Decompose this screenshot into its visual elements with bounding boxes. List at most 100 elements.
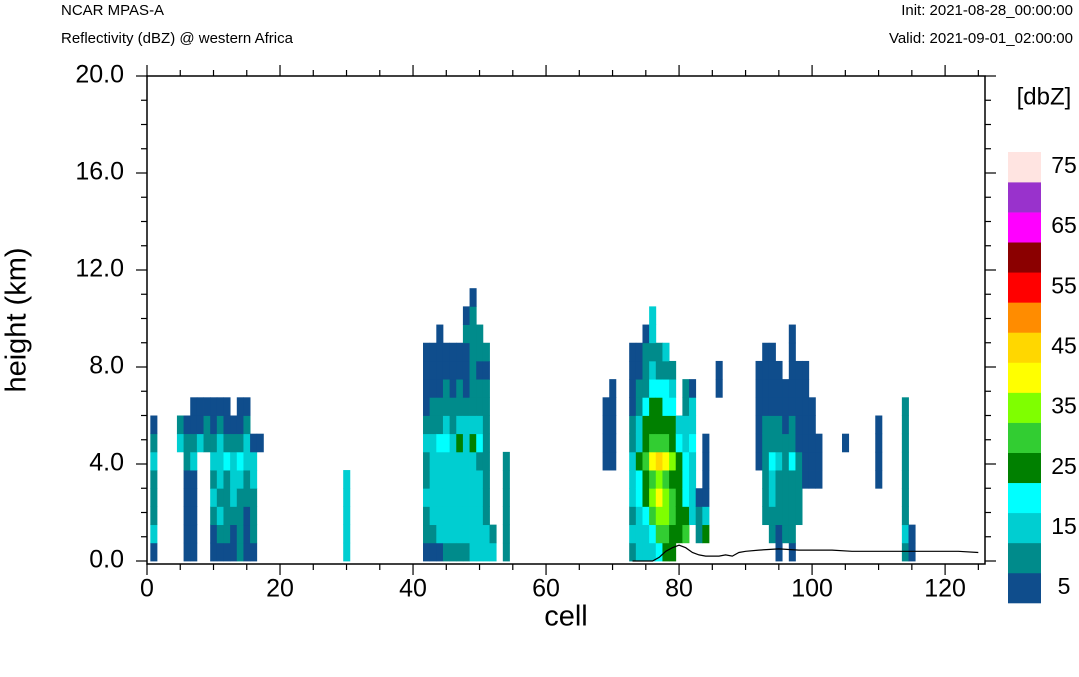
reflectivity-cell [243, 488, 251, 507]
reflectivity-cell [469, 488, 477, 507]
reflectivity-cell [755, 397, 763, 416]
reflectivity-cell [795, 506, 803, 526]
reflectivity-cell [462, 488, 470, 507]
reflectivity-cell [768, 524, 776, 544]
reflectivity-cell [216, 451, 224, 471]
reflectivity-cell [183, 524, 191, 544]
reflectivity-cell [190, 451, 198, 471]
reflectivity-cell [655, 415, 663, 435]
reflectivity-cell [476, 451, 484, 471]
reflectivity-cell [462, 360, 470, 380]
colorbar-swatch [1008, 332, 1041, 363]
reflectivity-cell [675, 524, 683, 544]
reflectivity-cell [649, 488, 657, 507]
reflectivity-cell [602, 451, 610, 471]
reflectivity-cell [802, 470, 810, 489]
reflectivity-cell [682, 488, 690, 507]
reflectivity-cell [635, 524, 643, 544]
reflectivity-cell [795, 433, 803, 453]
reflectivity-cell [629, 488, 637, 507]
reflectivity-cell [768, 379, 776, 398]
reflectivity-cell [662, 488, 670, 507]
reflectivity-cell [629, 342, 637, 362]
reflectivity-cell [609, 379, 617, 398]
reflectivity-cell [669, 415, 677, 435]
reflectivity-cell [689, 379, 697, 398]
reflectivity-cell [449, 488, 457, 507]
reflectivity-cell [469, 470, 477, 489]
reflectivity-cell [150, 415, 158, 435]
reflectivity-cell [649, 506, 657, 526]
reflectivity-cell [482, 415, 490, 435]
reflectivity-cell [502, 542, 510, 562]
reflectivity-cell [689, 415, 697, 435]
y-tick-label: 8.0 [89, 352, 124, 380]
reflectivity-cell [469, 397, 477, 416]
reflectivity-cell [216, 397, 224, 416]
reflectivity-cell [449, 542, 457, 562]
y-axis: 0.0 4.0 8.0 12.0 16.0 20.0 [75, 61, 996, 574]
reflectivity-cell [649, 342, 657, 362]
reflectivity-cell [449, 506, 457, 526]
reflectivity-cell [675, 451, 683, 471]
colorbar-swatch [1008, 572, 1041, 604]
x-tick-label: 0 [140, 575, 154, 603]
reflectivity-cell [476, 542, 484, 562]
reflectivity-cell [655, 360, 663, 380]
reflectivity-cell [190, 506, 198, 526]
reflectivity-cell [649, 524, 657, 544]
reflectivity-cell [230, 451, 238, 471]
reflectivity-cell [230, 542, 238, 562]
reflectivity-cell [682, 524, 690, 544]
reflectivity-cell [635, 342, 643, 362]
reflectivity-cell [223, 470, 231, 489]
reflectivity-cell [788, 397, 796, 416]
reflectivity-cell [695, 524, 703, 544]
reflectivity-cell [715, 360, 723, 380]
reflectivity-cell [649, 360, 657, 380]
reflectivity-cell [875, 433, 883, 453]
reflectivity-cell [782, 488, 790, 507]
reflectivity-cell [230, 433, 238, 453]
reflectivity-cell [602, 415, 610, 435]
reflectivity-cell [183, 415, 191, 435]
reflectivity-cell [675, 506, 683, 526]
reflectivity-cell [442, 524, 451, 544]
reflectivity-cell [762, 342, 770, 362]
reflectivity-cell [788, 488, 796, 507]
reflectivity-cell [682, 397, 690, 416]
reflectivity-cell [755, 451, 763, 471]
reflectivity-cell [223, 451, 231, 471]
y-tick-label: 12.0 [75, 255, 124, 283]
reflectivity-cell [635, 506, 643, 526]
reflectivity-cell [788, 324, 796, 344]
reflectivity-cell [655, 397, 663, 416]
x-tick-label: 100 [791, 575, 833, 603]
reflectivity-cell [250, 433, 258, 453]
reflectivity-cell [768, 415, 776, 435]
reflectivity-cell [462, 470, 470, 489]
reflectivity-cell [669, 524, 677, 544]
colorbar-swatch [1008, 302, 1041, 333]
reflectivity-cell [469, 451, 477, 471]
colorbar-swatch [1008, 452, 1041, 484]
reflectivity-cell [602, 397, 610, 416]
reflectivity-cell [782, 451, 790, 471]
reflectivity-cell [429, 415, 437, 435]
reflectivity-cell [449, 379, 457, 398]
reflectivity-cell [423, 506, 431, 526]
reflectivity-cell [343, 506, 351, 526]
reflectivity-cell [442, 360, 451, 380]
reflectivity-cell [662, 451, 670, 471]
reflectivity-cell [190, 470, 198, 489]
reflectivity-cell [901, 524, 909, 544]
reflectivity-cell [462, 524, 470, 544]
reflectivity-cell [682, 415, 690, 435]
reflectivity-cell [489, 524, 497, 544]
reflectivity-cell [236, 524, 244, 544]
reflectivity-cell [682, 433, 690, 453]
reflectivity-cell [482, 524, 490, 544]
reflectivity-cell [762, 360, 770, 380]
reflectivity-cell [230, 415, 238, 435]
reflectivity-cell [223, 488, 231, 507]
